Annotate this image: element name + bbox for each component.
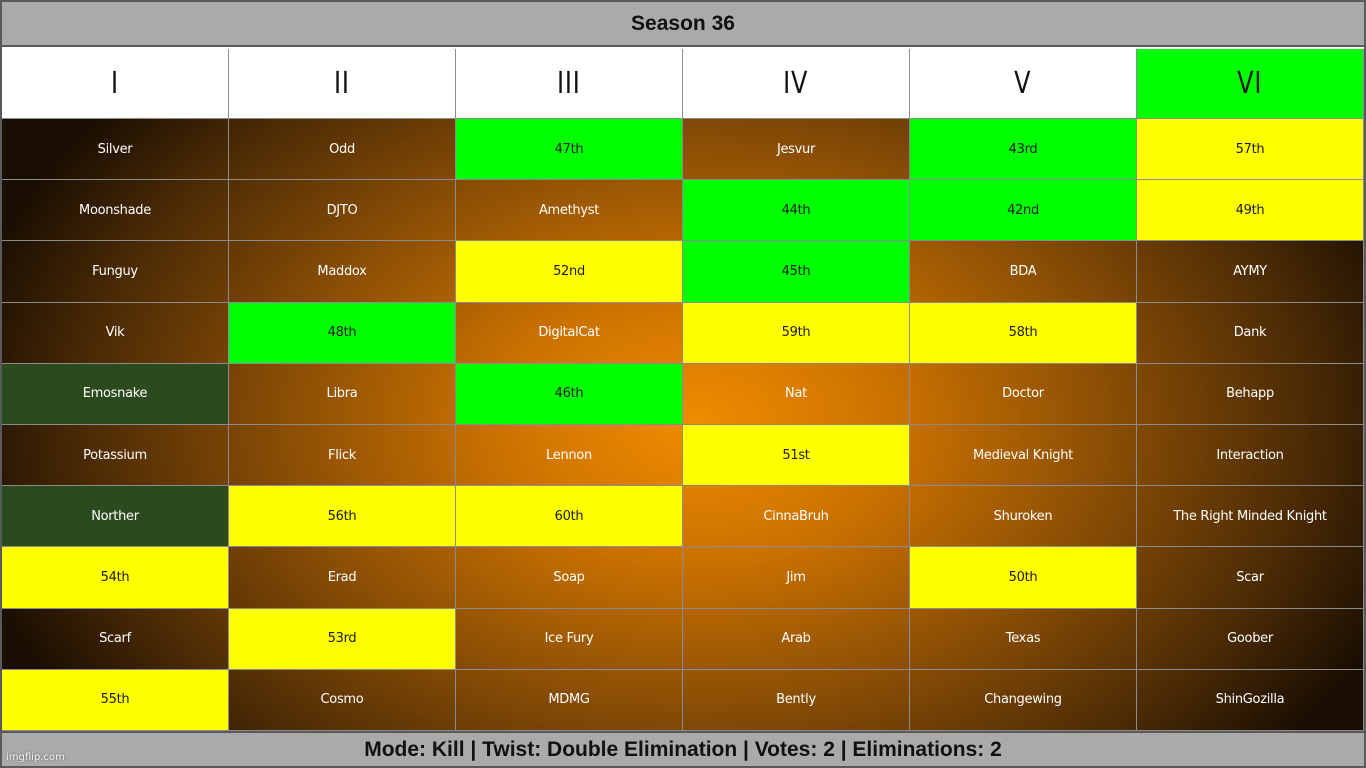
contestant-cell: BDA — [910, 241, 1137, 303]
contestant-cell: 49th — [1137, 180, 1364, 242]
contestant-cell: 57th — [1137, 119, 1364, 181]
contestant-cell: AYMY — [1137, 241, 1364, 303]
contestant-cell: Erad — [229, 547, 456, 609]
contestant-cell: 44th — [683, 180, 910, 242]
contestant-cell: Emosnake — [2, 363, 229, 425]
column-header-4: IV — [683, 49, 910, 119]
contestant-cell: Silver — [2, 119, 229, 181]
contestant-cell: Moonshade — [2, 180, 229, 242]
season-info-footer: Mode: Kill | Twist: Double Elimination |… — [2, 731, 1364, 766]
column-header-6: VI — [1137, 49, 1364, 119]
contestant-cell: DJTO — [229, 180, 456, 242]
contestant-cell: Funguy — [2, 241, 229, 303]
contestant-cell: Medieval Knight — [910, 425, 1137, 487]
contestant-cell: Flick — [229, 425, 456, 487]
contestant-cell: Arab — [683, 608, 910, 670]
column-header-label: III — [557, 66, 581, 101]
contestant-cell: 48th — [229, 302, 456, 364]
contestant-cell: Bently — [683, 669, 910, 731]
column-header-5: V — [910, 49, 1137, 119]
contestant-cell: Jim — [683, 547, 910, 609]
column-header-label: I — [111, 66, 119, 101]
contestant-cell: 59th — [683, 302, 910, 364]
contestant-cell: CinnaBruh — [683, 486, 910, 548]
contestant-cell: 47th — [456, 119, 683, 181]
column-header-label: IV — [783, 66, 809, 101]
contestant-cell: Dank — [1137, 302, 1364, 364]
contestant-cell: Vik — [2, 302, 229, 364]
column-header-label: VI — [1237, 66, 1263, 101]
contestant-grid: I II III IV V VI Silver Odd 47th Jesvur 43rd 57th Mo… — [2, 49, 1364, 731]
contestant-cell: 45th — [683, 241, 910, 303]
contestant-cell: Goober — [1137, 608, 1364, 670]
contestant-cell: 54th — [2, 547, 229, 609]
contestant-cell: 51st — [683, 425, 910, 487]
contestant-cell: 58th — [910, 302, 1137, 364]
contestant-cell: Norther — [2, 486, 229, 548]
contestant-cell: Scar — [1137, 547, 1364, 609]
contestant-cell: MDMG — [456, 669, 683, 731]
contestant-cell: 60th — [456, 486, 683, 548]
contestant-cell: Interaction — [1137, 425, 1364, 487]
page-title: Season 36 — [2, 2, 1364, 47]
contestant-cell: Potassium — [2, 425, 229, 487]
contestant-cell: Cosmo — [229, 669, 456, 731]
contestant-cell: 53rd — [229, 608, 456, 670]
contestant-cell: Ice Fury — [456, 608, 683, 670]
contestant-cell: Soap — [456, 547, 683, 609]
contestant-cell: 52nd — [456, 241, 683, 303]
contestant-cell: 55th — [2, 669, 229, 731]
contestant-cell: Amethyst — [456, 180, 683, 242]
contestant-cell: ShinGozilla — [1137, 669, 1364, 731]
contestant-cell: Shuroken — [910, 486, 1137, 548]
contestant-cell: Texas — [910, 608, 1137, 670]
contestant-cell: 43rd — [910, 119, 1137, 181]
contestant-cell: Behapp — [1137, 363, 1364, 425]
contestant-cell: Lennon — [456, 425, 683, 487]
contestant-cell: Maddox — [229, 241, 456, 303]
contestant-cell: Changewing — [910, 669, 1137, 731]
column-header-label: V — [1014, 66, 1032, 101]
contestant-cell: 46th — [456, 363, 683, 425]
column-header-2: II — [229, 49, 456, 119]
contestant-cell: Odd — [229, 119, 456, 181]
contestant-cell: 42nd — [910, 180, 1137, 242]
watermark: imgflip.com — [6, 752, 65, 763]
contestant-cell: DigitalCat — [456, 302, 683, 364]
contestant-cell: Nat — [683, 363, 910, 425]
contestant-cell: 56th — [229, 486, 456, 548]
contestant-cell: Scarf — [2, 608, 229, 670]
contestant-cell: The Right Minded Knight — [1137, 486, 1364, 548]
contestant-cell: Jesvur — [683, 119, 910, 181]
column-header-label: II — [334, 66, 350, 101]
column-header-1: I — [2, 49, 229, 119]
contestant-cell: Libra — [229, 363, 456, 425]
column-header-3: III — [456, 49, 683, 119]
contestant-cell: 50th — [910, 547, 1137, 609]
contestant-cell: Doctor — [910, 363, 1137, 425]
